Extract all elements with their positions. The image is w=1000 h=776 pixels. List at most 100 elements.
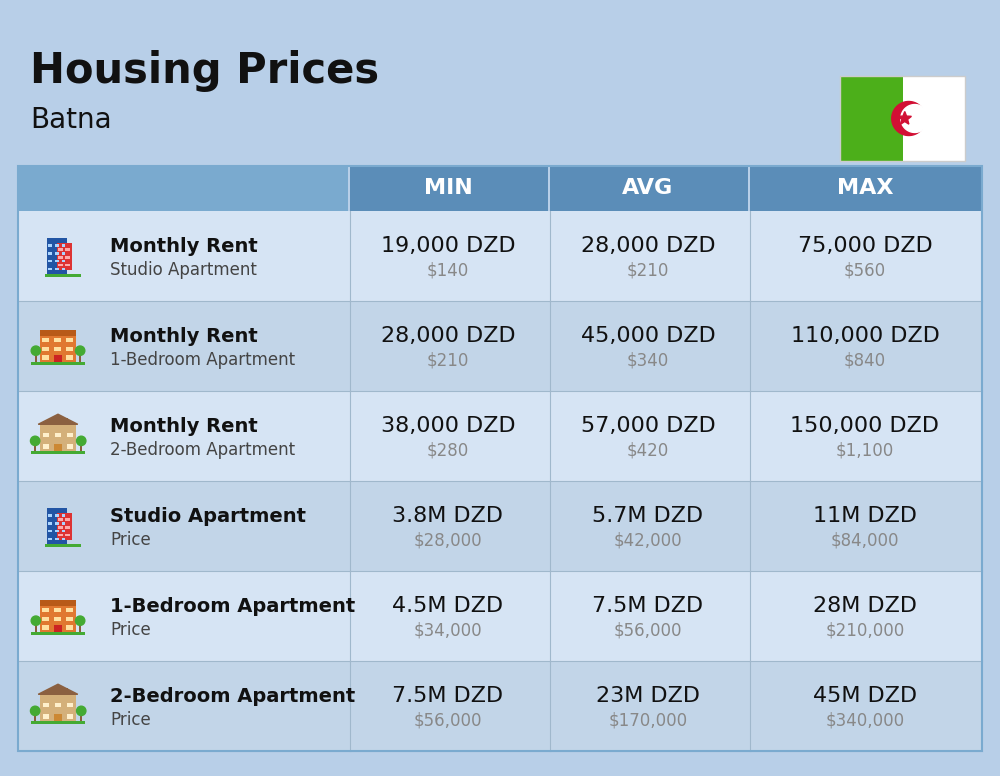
FancyBboxPatch shape bbox=[54, 617, 61, 621]
Text: Monthly Rent: Monthly Rent bbox=[110, 237, 258, 255]
FancyBboxPatch shape bbox=[43, 703, 49, 707]
Text: 57,000 DZD: 57,000 DZD bbox=[581, 416, 715, 436]
FancyBboxPatch shape bbox=[65, 688, 68, 695]
Text: 110,000 DZD: 110,000 DZD bbox=[791, 326, 939, 346]
FancyBboxPatch shape bbox=[48, 529, 52, 532]
FancyBboxPatch shape bbox=[65, 526, 70, 528]
Text: 2-Bedroom Apartment: 2-Bedroom Apartment bbox=[110, 441, 295, 459]
FancyBboxPatch shape bbox=[65, 518, 70, 521]
FancyBboxPatch shape bbox=[67, 444, 73, 449]
Text: $56,000: $56,000 bbox=[614, 621, 682, 639]
FancyBboxPatch shape bbox=[80, 443, 82, 452]
Text: MIN: MIN bbox=[424, 178, 472, 199]
FancyBboxPatch shape bbox=[65, 264, 70, 266]
FancyBboxPatch shape bbox=[67, 714, 73, 719]
FancyBboxPatch shape bbox=[67, 703, 73, 707]
FancyBboxPatch shape bbox=[62, 260, 65, 262]
FancyBboxPatch shape bbox=[40, 424, 76, 452]
Text: Studio Apartment: Studio Apartment bbox=[110, 261, 257, 279]
FancyBboxPatch shape bbox=[54, 625, 61, 629]
FancyBboxPatch shape bbox=[62, 538, 65, 540]
Text: MAX: MAX bbox=[837, 178, 893, 199]
Text: $210: $210 bbox=[427, 351, 469, 369]
Circle shape bbox=[77, 436, 86, 445]
FancyBboxPatch shape bbox=[902, 76, 965, 161]
FancyBboxPatch shape bbox=[66, 617, 73, 621]
FancyBboxPatch shape bbox=[18, 481, 982, 571]
Text: AVG: AVG bbox=[622, 178, 674, 199]
FancyBboxPatch shape bbox=[40, 695, 76, 722]
FancyBboxPatch shape bbox=[47, 238, 67, 274]
Text: 19,000 DZD: 19,000 DZD bbox=[381, 236, 515, 256]
FancyBboxPatch shape bbox=[55, 251, 59, 255]
Text: $28,000: $28,000 bbox=[414, 531, 482, 549]
FancyBboxPatch shape bbox=[34, 443, 36, 452]
Text: Monthly Rent: Monthly Rent bbox=[110, 417, 258, 435]
Polygon shape bbox=[901, 105, 929, 133]
FancyBboxPatch shape bbox=[79, 623, 81, 632]
Text: 1-Bedroom Apartment: 1-Bedroom Apartment bbox=[110, 351, 295, 369]
FancyBboxPatch shape bbox=[55, 714, 61, 719]
FancyBboxPatch shape bbox=[58, 264, 63, 266]
Polygon shape bbox=[898, 112, 911, 124]
Circle shape bbox=[75, 616, 85, 625]
FancyBboxPatch shape bbox=[58, 534, 63, 536]
FancyBboxPatch shape bbox=[62, 514, 65, 517]
FancyBboxPatch shape bbox=[31, 452, 85, 454]
Circle shape bbox=[77, 706, 86, 715]
FancyBboxPatch shape bbox=[48, 260, 52, 262]
FancyBboxPatch shape bbox=[66, 625, 73, 629]
Text: $56,000: $56,000 bbox=[414, 711, 482, 729]
Text: $34,000: $34,000 bbox=[414, 621, 482, 639]
FancyBboxPatch shape bbox=[34, 713, 36, 722]
FancyBboxPatch shape bbox=[80, 713, 82, 722]
FancyBboxPatch shape bbox=[54, 355, 61, 359]
FancyBboxPatch shape bbox=[65, 417, 68, 424]
Text: Price: Price bbox=[110, 711, 151, 729]
Text: $42,000: $42,000 bbox=[614, 531, 682, 549]
FancyBboxPatch shape bbox=[43, 444, 49, 449]
FancyBboxPatch shape bbox=[42, 355, 49, 359]
FancyBboxPatch shape bbox=[55, 268, 59, 270]
FancyBboxPatch shape bbox=[67, 433, 73, 437]
FancyBboxPatch shape bbox=[31, 722, 85, 724]
FancyBboxPatch shape bbox=[48, 521, 52, 525]
Circle shape bbox=[30, 436, 40, 445]
FancyBboxPatch shape bbox=[18, 211, 982, 301]
FancyBboxPatch shape bbox=[43, 714, 49, 719]
Text: Monthly Rent: Monthly Rent bbox=[110, 327, 258, 345]
FancyBboxPatch shape bbox=[45, 544, 81, 547]
FancyBboxPatch shape bbox=[66, 347, 73, 351]
FancyBboxPatch shape bbox=[55, 260, 59, 262]
Text: $210: $210 bbox=[627, 261, 669, 279]
FancyBboxPatch shape bbox=[66, 338, 73, 342]
Text: $140: $140 bbox=[427, 261, 469, 279]
FancyBboxPatch shape bbox=[54, 625, 62, 632]
Polygon shape bbox=[38, 414, 78, 424]
FancyBboxPatch shape bbox=[58, 526, 63, 528]
Text: $840: $840 bbox=[844, 351, 886, 369]
Text: 23M DZD: 23M DZD bbox=[596, 686, 700, 706]
Text: 28M DZD: 28M DZD bbox=[813, 596, 917, 616]
FancyBboxPatch shape bbox=[35, 623, 37, 632]
FancyBboxPatch shape bbox=[40, 330, 76, 362]
FancyBboxPatch shape bbox=[550, 166, 748, 211]
Text: 150,000 DZD: 150,000 DZD bbox=[790, 416, 940, 436]
FancyBboxPatch shape bbox=[55, 244, 59, 247]
Text: $340,000: $340,000 bbox=[825, 711, 905, 729]
FancyBboxPatch shape bbox=[55, 433, 61, 437]
FancyBboxPatch shape bbox=[18, 661, 982, 751]
FancyBboxPatch shape bbox=[18, 301, 982, 391]
Circle shape bbox=[31, 616, 41, 625]
FancyBboxPatch shape bbox=[54, 355, 62, 362]
Text: Price: Price bbox=[110, 621, 151, 639]
FancyBboxPatch shape bbox=[40, 600, 76, 605]
FancyBboxPatch shape bbox=[65, 256, 70, 258]
FancyBboxPatch shape bbox=[31, 362, 85, 365]
FancyBboxPatch shape bbox=[57, 242, 72, 269]
Text: 75,000 DZD: 75,000 DZD bbox=[798, 236, 932, 256]
FancyBboxPatch shape bbox=[65, 534, 70, 536]
FancyBboxPatch shape bbox=[57, 512, 72, 539]
Text: 38,000 DZD: 38,000 DZD bbox=[381, 416, 515, 436]
Text: 1-Bedroom Apartment: 1-Bedroom Apartment bbox=[110, 597, 355, 615]
